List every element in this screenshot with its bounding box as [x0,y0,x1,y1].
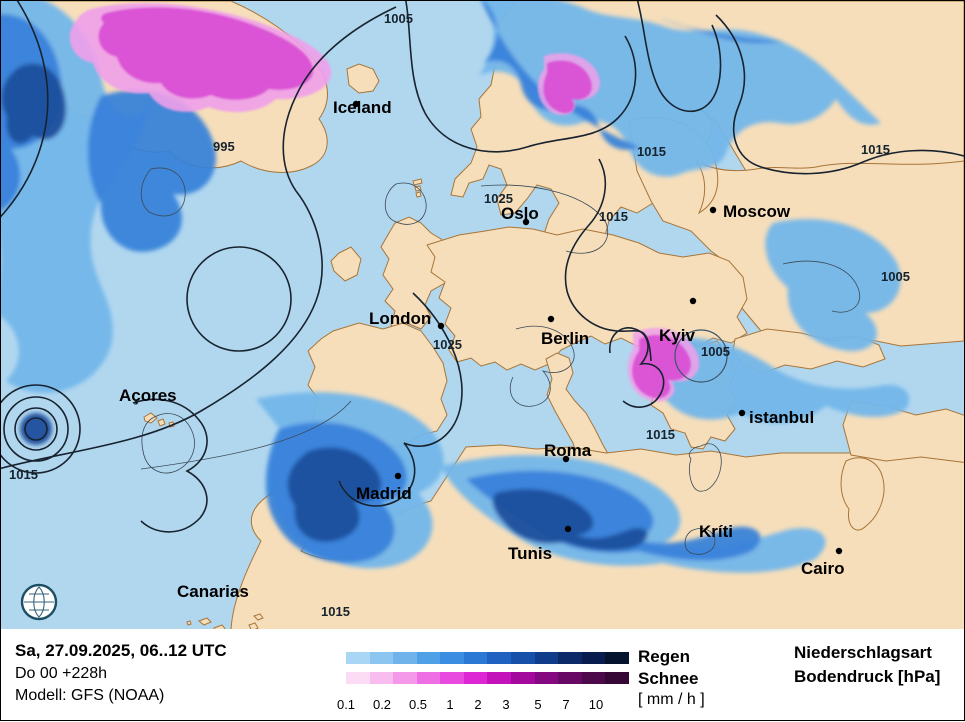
svg-text:Madrid: Madrid [356,484,412,503]
svg-text:1015: 1015 [599,209,628,224]
svg-text:1015: 1015 [321,604,350,619]
svg-text:Kyiv: Kyiv [659,326,695,345]
svg-text:Tunis: Tunis [508,544,552,563]
svg-text:London: London [369,309,431,328]
svg-text:1025: 1025 [484,191,513,206]
svg-text:istanbul: istanbul [749,408,814,427]
svg-text:1025: 1025 [433,337,462,352]
svg-text:995: 995 [213,139,235,154]
svg-text:1005: 1005 [701,344,730,359]
svg-text:Kríti: Kríti [699,522,733,541]
svg-text:1015: 1015 [637,144,666,159]
svg-text:1015: 1015 [861,142,890,157]
svg-text:Moscow: Moscow [723,202,791,221]
svg-text:Berlin: Berlin [541,329,589,348]
svg-text:Roma: Roma [544,441,592,460]
svg-text:1005: 1005 [384,11,413,26]
svg-text:1015: 1015 [646,427,675,442]
svg-text:Cairo: Cairo [801,559,844,578]
svg-text:1005: 1005 [881,269,910,284]
svg-text:Oslo: Oslo [501,204,539,223]
svg-text:1015: 1015 [9,467,38,482]
svg-text:Açores: Açores [119,386,177,405]
svg-text:Iceland: Iceland [333,98,392,117]
svg-text:Canarias: Canarias [177,582,249,601]
